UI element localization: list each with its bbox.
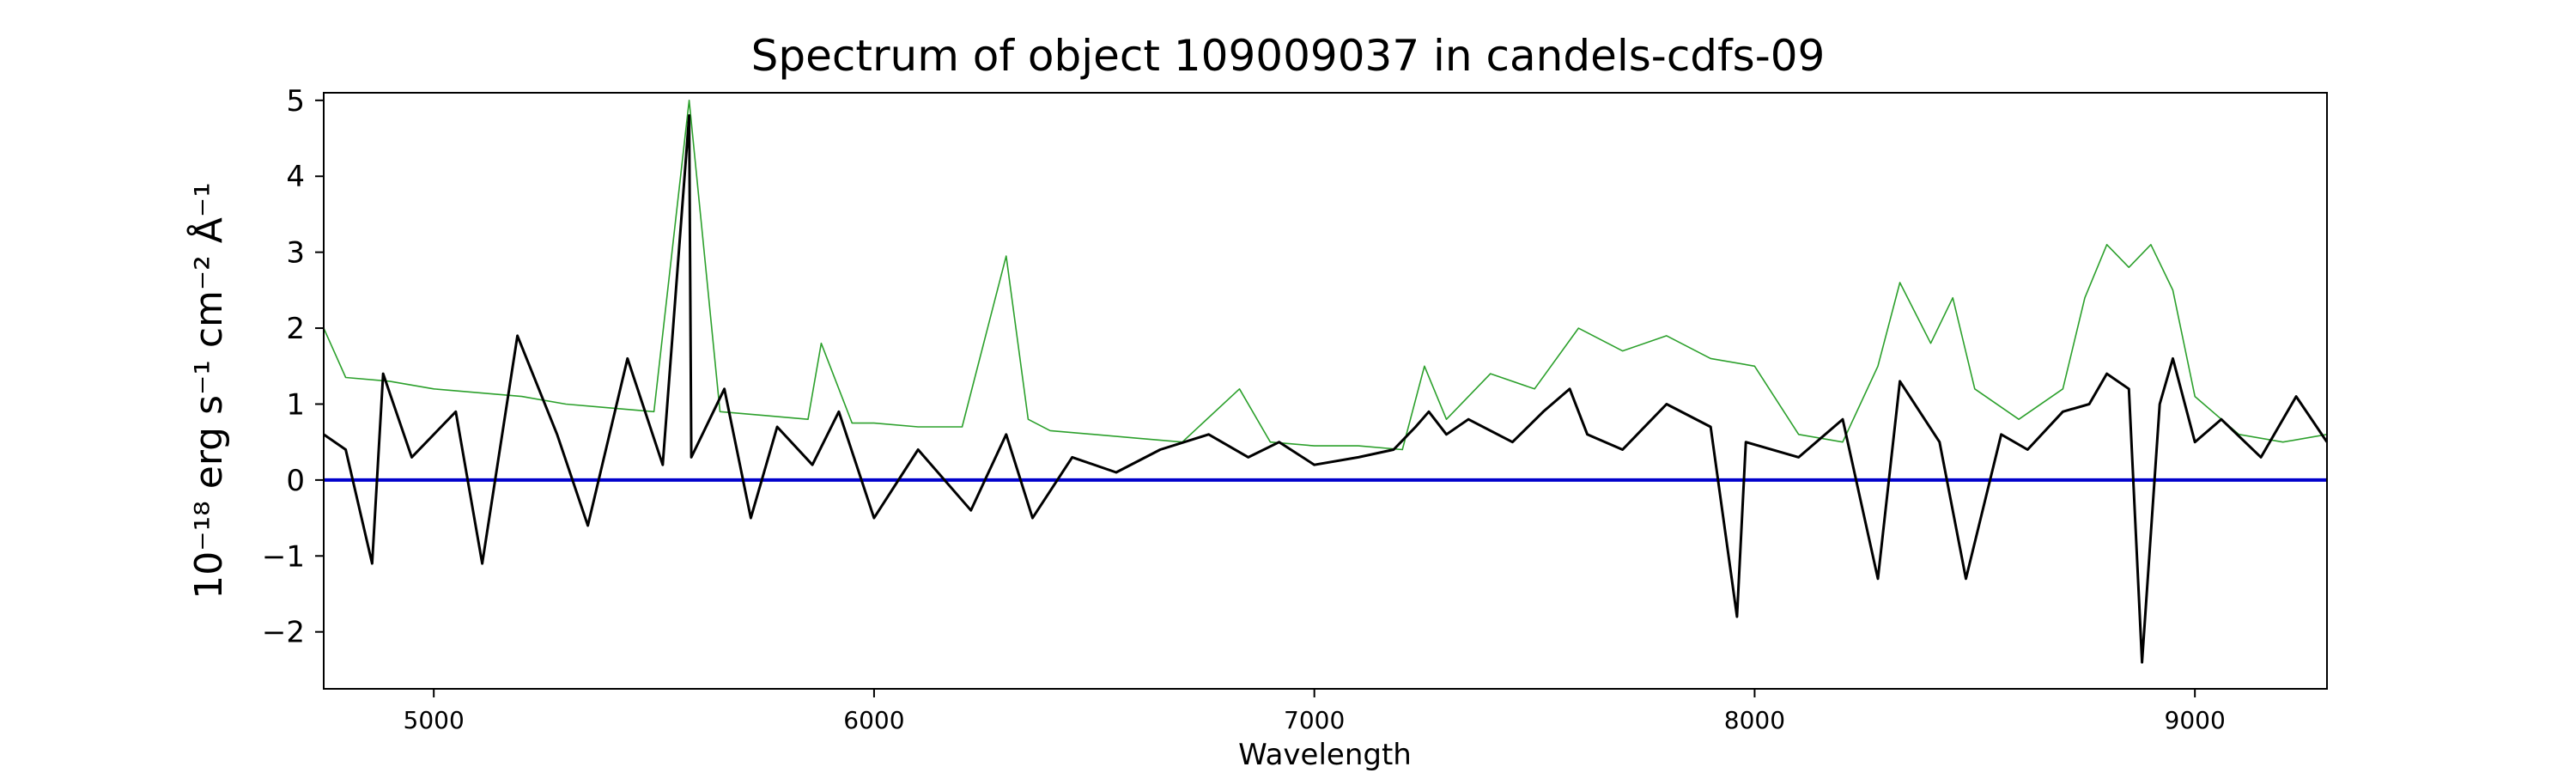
x-axis-label: Wavelength (1238, 738, 1412, 772)
y-axis-label: 10⁻¹⁸ erg s⁻¹ cm⁻² Å⁻¹ (185, 182, 231, 599)
plot-area (324, 100, 2327, 664)
y-tick-label: 3 (286, 236, 305, 271)
axes-frame (323, 92, 2328, 690)
x-tick-label: 8000 (1724, 706, 1785, 734)
x-tick-label: 7000 (1284, 706, 1345, 734)
chart-title: Spectrum of object 109009037 in candels-… (751, 31, 1826, 81)
y-tick-label: 1 (286, 387, 305, 422)
x-tick-label: 6000 (843, 706, 904, 734)
y-tick-label: −1 (262, 539, 305, 574)
y-tick-label: 2 (286, 312, 305, 346)
x-axis: 5000 6000 7000 8000 9000 (404, 689, 2226, 734)
x-tick-label: 5000 (404, 706, 465, 734)
y-tick-label: −2 (262, 616, 305, 650)
error-series-line (324, 100, 2327, 451)
y-tick-label: 0 (286, 464, 305, 498)
x-tick-label: 9000 (2165, 706, 2226, 734)
y-tick-label: 5 (286, 84, 305, 119)
y-tick-label: 4 (286, 160, 305, 194)
flux-series-line (324, 114, 2327, 664)
y-axis: −2 −1 0 1 2 3 4 5 (262, 84, 324, 650)
